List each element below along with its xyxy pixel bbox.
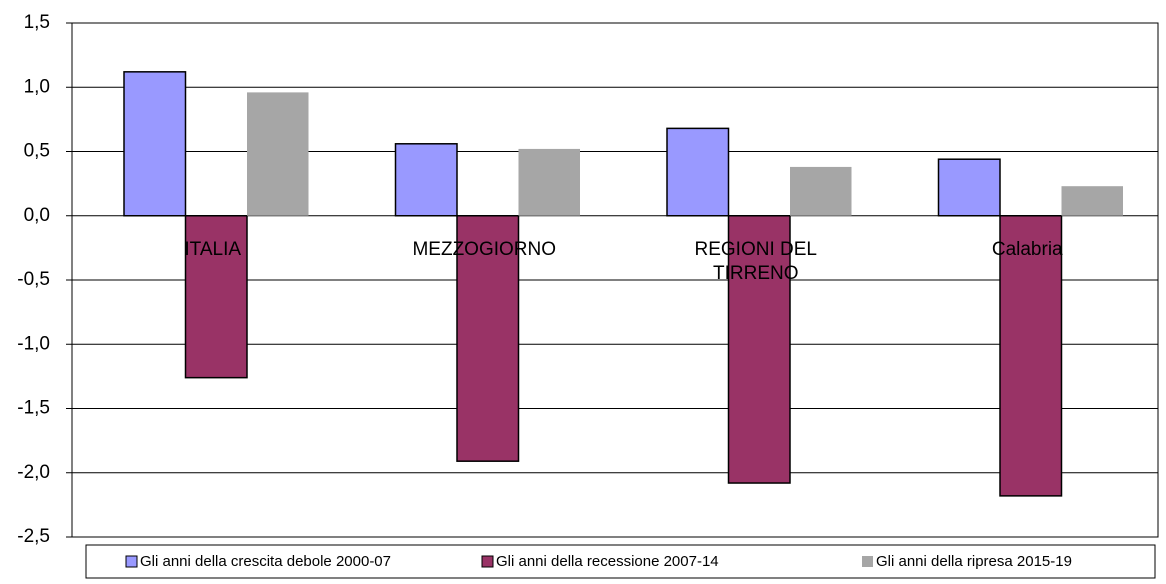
bar — [184, 215, 248, 379]
x-tick-label: ITALIA — [184, 238, 242, 260]
legend-swatch — [481, 555, 494, 568]
y-tick-label: -1,5 — [17, 398, 50, 419]
bar — [123, 71, 187, 217]
x-tick-label: Calabria — [991, 238, 1063, 260]
legend-label: Gli anni della crescita debole 2000-07 — [140, 553, 391, 570]
bar — [247, 92, 309, 216]
legend-box — [85, 544, 1156, 579]
bar — [394, 143, 458, 217]
y-tick-label: -1,0 — [17, 333, 50, 354]
y-tick-label: 0,5 — [24, 141, 50, 162]
bar — [790, 166, 852, 216]
y-tick-label: 0,0 — [24, 205, 50, 226]
bar — [727, 215, 791, 484]
y-tick-label: -2,0 — [17, 462, 50, 483]
bar — [937, 158, 1001, 217]
legend-swatch — [125, 555, 138, 568]
legend-swatch — [862, 556, 873, 567]
y-tick-label: -0,5 — [17, 269, 50, 290]
legend-label: Gli anni della ripresa 2015-19 — [876, 553, 1072, 570]
x-tick-label: MEZZOGIORNO — [412, 238, 557, 260]
y-tick-label: 1,5 — [24, 12, 50, 33]
x-tick-label: REGIONI DEL TIRRENO — [694, 238, 817, 284]
y-tick-label: 1,0 — [24, 76, 50, 97]
y-tick-label: -2,5 — [17, 526, 50, 547]
bar — [518, 148, 580, 216]
bar — [456, 215, 520, 462]
bar — [666, 127, 730, 217]
bar — [999, 215, 1063, 497]
bar — [1061, 186, 1123, 216]
legend-label: Gli anni della recessione 2007-14 — [496, 553, 719, 570]
